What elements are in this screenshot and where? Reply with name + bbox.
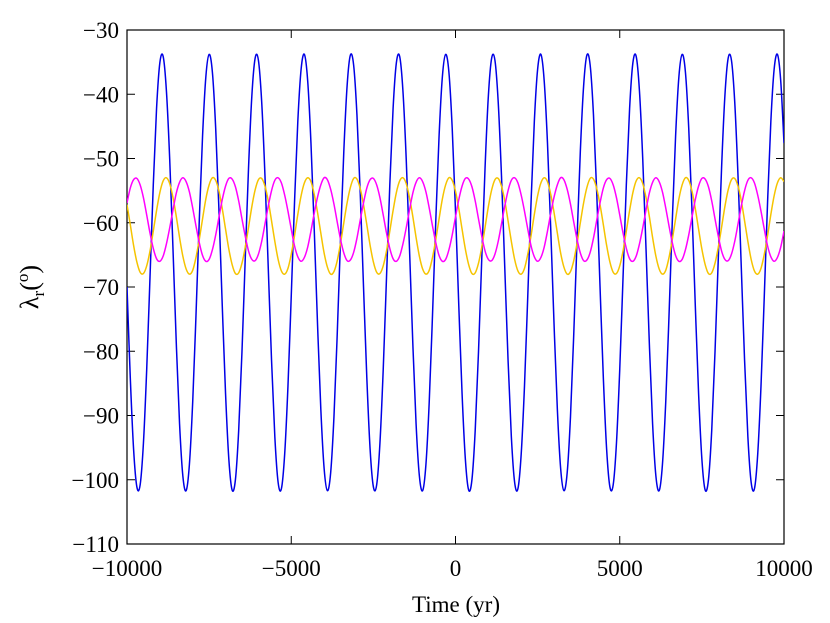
y-tick-label: −80 [83, 339, 119, 364]
y-tick-label: −40 [83, 82, 119, 107]
x-tick-label: 10000 [755, 556, 813, 581]
x-tick-label: −5000 [262, 556, 321, 581]
y-tick-label: −110 [72, 532, 119, 557]
y-tick-label: −60 [83, 211, 119, 236]
y-axis-label: λr(o) [13, 265, 48, 309]
series-line [127, 53, 784, 493]
y-tick-label: −70 [83, 275, 119, 300]
y-label-unit: o [13, 274, 32, 283]
y-label-paren: ) [15, 265, 44, 274]
y-tick-label: −100 [72, 468, 119, 493]
y-tick-label: −90 [83, 404, 119, 429]
x-axis-label: Time (yr) [412, 592, 500, 617]
y-label-symbol: λ [15, 296, 44, 309]
x-tick-label: 0 [450, 556, 462, 581]
plot-frame [126, 29, 785, 545]
x-tick-label: −10000 [92, 556, 162, 581]
series-line [127, 176, 784, 263]
y-tick-label: −50 [83, 147, 119, 172]
y-label-subscript: r [29, 290, 48, 296]
y-label-paren: ( [15, 282, 44, 291]
series-line [127, 176, 784, 276]
y-tick-label: −30 [83, 18, 119, 43]
x-tick-label: 5000 [597, 556, 643, 581]
